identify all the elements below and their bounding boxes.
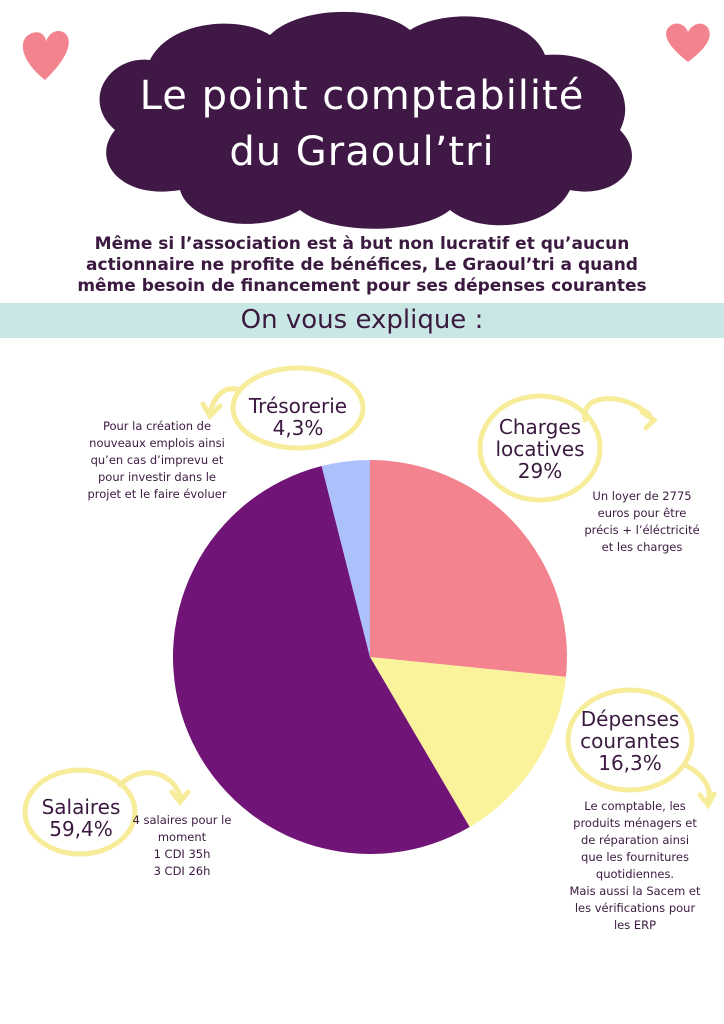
desc-line: 3 CDI 26h (153, 864, 211, 878)
slice-value: 4,3% (272, 416, 324, 440)
label-circle (230, 365, 366, 451)
pie-slice-charges-locatives (370, 460, 567, 677)
desc-line: Pour la création de (102, 419, 212, 433)
slice-label: Charges locatives (495, 415, 585, 461)
desc-line: Mais aussi la Sacem et (569, 884, 701, 898)
label-circle (477, 393, 603, 503)
pie-slice-salaires (172, 466, 470, 855)
desc-line: nouveaux emplois ainsi (89, 436, 225, 450)
desc-line: quotidiennes. (595, 867, 675, 881)
label-circle (565, 687, 695, 793)
label-charges: Charges locatives 29% (480, 416, 600, 482)
intro-text: Même si l’association est à but non lucr… (40, 234, 684, 297)
heart-icon (666, 23, 710, 63)
desc-tresorerie: Pour la création de nouveaux emplois ain… (62, 418, 252, 503)
curved-arrow-icon (682, 762, 717, 810)
desc-line: de réparation ainsi (580, 833, 690, 847)
slice-label: Dépenses courantes (580, 707, 680, 753)
title-line: du Graoul’tri (229, 129, 495, 175)
desc-line: Le comptable, les (584, 799, 686, 813)
slice-value: 59,4% (49, 817, 113, 841)
desc-line: et les charges (601, 540, 683, 554)
slice-label: Salaires (41, 795, 121, 819)
desc-line: qu’en cas d’imprevu et (90, 453, 224, 467)
label-tresorerie: Trésorerie 4,3% (228, 395, 368, 439)
title-cloud (99, 11, 632, 229)
desc-line: 4 salaires pour le (132, 813, 232, 827)
desc-salaires: 4 salaires pour le moment 1 CDI 35h 3 CD… (120, 812, 244, 880)
pie-slice-d-penses-courantes (370, 657, 566, 827)
slice-value: 29% (517, 459, 563, 483)
desc-line: pour investir dans le (97, 470, 216, 484)
desc-line: les vérifications pour (574, 901, 696, 915)
desc-line: euros pour être (597, 506, 687, 520)
desc-depenses: Le comptable, les produits ménagers et d… (560, 798, 710, 934)
intro-line: même besoin de financement pour ses dépe… (77, 276, 647, 296)
desc-charges: Un loyer de 2775 euros pour être précis … (582, 488, 702, 556)
subtitle-band (0, 303, 724, 338)
desc-line: moment (157, 830, 207, 844)
label-circle (22, 767, 138, 857)
intro-line: actionnaire ne profite de bénéfices, Le … (86, 255, 638, 275)
page-title: Le point comptabilité du Graoul’tri (100, 68, 624, 180)
subtitle: On vous explique : (240, 305, 484, 335)
title-line: Le point comptabilité (139, 73, 585, 119)
hearts (22, 23, 710, 80)
curved-arrow-icon (582, 396, 658, 431)
desc-line: précis + l’éléctricité (584, 523, 700, 537)
slice-label: Trésorerie (248, 394, 348, 418)
intro-line: Même si l’association est à but non lucr… (94, 234, 630, 254)
curved-arrow-icon (117, 770, 191, 807)
heart-icon (22, 30, 69, 80)
desc-line: Un loyer de 2775 (592, 489, 692, 503)
pie-slice-tr-sorerie (321, 460, 370, 657)
desc-line: produits ménagers et (573, 816, 697, 830)
slice-value: 16,3% (598, 751, 662, 775)
label-depenses: Dépenses courantes 16,3% (568, 708, 692, 774)
desc-line: projet et le faire évoluer (87, 487, 227, 501)
desc-line: que les fournitures (581, 850, 689, 864)
curved-arrow-icon (200, 386, 243, 421)
desc-line: 1 CDI 35h (153, 847, 211, 861)
desc-line: les ERP (613, 918, 657, 932)
label-salaires: Salaires 59,4% (26, 796, 136, 840)
